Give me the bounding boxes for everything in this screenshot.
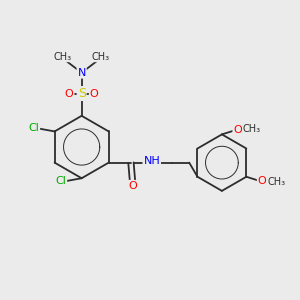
Text: CH₃: CH₃ (91, 52, 110, 62)
Text: O: O (233, 125, 242, 135)
Text: CH₃: CH₃ (243, 124, 261, 134)
Text: Cl: Cl (56, 176, 66, 186)
Text: O: O (90, 88, 98, 98)
Text: Cl: Cl (28, 124, 39, 134)
Text: N: N (77, 68, 86, 78)
Text: O: O (65, 88, 74, 98)
Text: CH₃: CH₃ (267, 177, 285, 187)
Text: CH₃: CH₃ (54, 52, 72, 62)
Text: NH: NH (143, 156, 160, 166)
Text: O: O (258, 176, 266, 186)
Text: O: O (128, 181, 137, 191)
Text: S: S (78, 87, 86, 100)
